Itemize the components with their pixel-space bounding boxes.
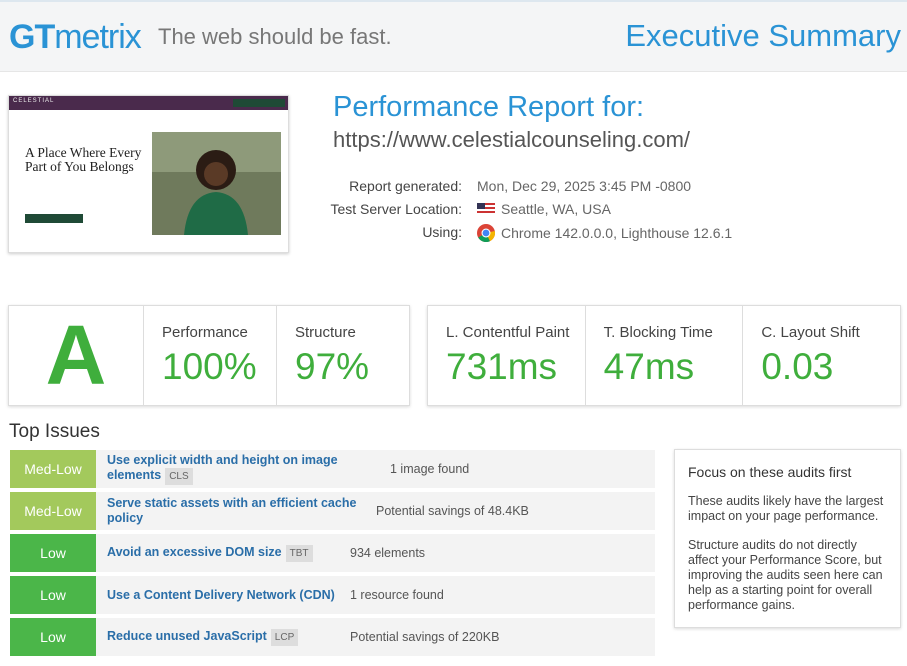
detail-value: Mon, Dec 29, 2025 3:45 PM -0800	[477, 178, 691, 194]
detail-text: Mon, Dec 29, 2025 3:45 PM -0800	[477, 178, 692, 194]
audit-tag: TBT	[285, 544, 313, 562]
metric-label: C. Layout Shift	[761, 324, 860, 341]
audit-link[interactable]: Serve static assets with an efficient ca…	[107, 496, 357, 525]
chrome-icon	[477, 224, 496, 243]
metric: T. Blocking Time 47ms	[584, 306, 743, 405]
score-box: A Performance 100% Structure 97%	[8, 305, 410, 406]
audit-link[interactable]: Use a Content Delivery Network (CDN)	[107, 587, 335, 602]
us-flag	[477, 203, 495, 215]
metric: Structure 97%	[276, 306, 409, 405]
metric: L. Contentful Paint 731ms	[428, 306, 585, 405]
metric-value: 0.03	[761, 346, 834, 387]
sidebar-paragraph: Structure audits do not directly affect …	[688, 538, 883, 612]
report-heading: Performance Report for:	[333, 91, 645, 123]
grade: A	[45, 308, 107, 402]
metric-value: 97%	[295, 346, 370, 387]
detail-label: Report generated:	[349, 178, 462, 194]
sidebar-title: Focus on these audits first	[688, 464, 852, 480]
metric-value: 100%	[162, 346, 257, 387]
detail-value: Chrome 142.0.0.0, Lighthouse 12.6.1	[477, 224, 733, 243]
sidebar-paragraph: These audits likely have the largest imp…	[688, 494, 884, 523]
detail-value: Seattle, WA, USA	[477, 201, 611, 217]
site-screenshot: CELESTIAL A Place Where Every Part of Yo…	[8, 95, 289, 253]
sidebar: Focus on these audits first These audits…	[674, 449, 901, 628]
audit-detail: 934 elements	[350, 546, 426, 560]
metric: C. Layout Shift 0.03	[742, 306, 900, 405]
thumb-brand: CELESTIAL	[13, 98, 55, 104]
issue-row: Low Use a Content Delivery Network (CDN) 1…	[10, 576, 655, 614]
logo-gt: GT	[9, 18, 55, 56]
issue-row: Med-Low Use explicit width and height on …	[10, 450, 655, 488]
audit: Avoid an excessive DOM size TBT	[107, 544, 337, 562]
audit-detail: Potential savings of 48.4KB	[376, 504, 529, 518]
audit: Serve static assets with an efficient ca…	[107, 496, 363, 526]
report-url: https://www.celestialcounseling.com/	[333, 127, 691, 152]
page-title: Executive Summary	[625, 18, 901, 53]
audit-detail: 1 image found	[390, 462, 470, 476]
thumb-nav	[9, 96, 288, 110]
tagline: The web should be fast.	[158, 24, 392, 49]
thumb-photo	[152, 132, 281, 235]
header: GTmetrix The web should be fast. Executi…	[0, 0, 907, 72]
audit: Use explicit width and height on image e…	[107, 453, 377, 485]
impact-badge: Low	[10, 576, 96, 614]
detail-label: Using:	[422, 224, 462, 240]
web-vitals: L. Contentful Paint 731ms T. Blocking Time…	[427, 305, 901, 406]
audit: Reduce unused JavaScript LCP	[107, 628, 337, 646]
metric: Performance 100%	[144, 306, 276, 405]
metric-value: 731ms	[446, 346, 558, 387]
thumb-button	[233, 99, 285, 107]
audit-tag: LCP	[270, 628, 299, 646]
issues-title: Top Issues	[9, 421, 100, 442]
metric-label: Performance	[162, 324, 248, 341]
audit-link[interactable]: Reduce unused JavaScript	[107, 628, 267, 643]
audit-detail: 1 resource found	[350, 588, 444, 602]
audit-link[interactable]: Avoid an excessive DOM size	[107, 544, 282, 559]
audit-tag: CLS	[165, 468, 193, 485]
thumb-cta	[25, 214, 83, 223]
issue-row: Med-Low Serve static assets with an effic…	[10, 492, 655, 530]
scores: Performance 100% Structure 97%	[143, 306, 409, 405]
issue-row: Low Avoid an excessive DOM size TBT 934 ele…	[10, 534, 655, 572]
audit-link[interactable]: Use explicit width and height on image e…	[107, 453, 338, 482]
metric-label: L. Contentful Paint	[446, 324, 570, 341]
metric-value: 47ms	[603, 346, 695, 387]
impact-badge: Med-Low	[10, 450, 96, 488]
metric-label: Structure	[295, 324, 356, 341]
detail-text: Seattle, WA, USA	[501, 201, 611, 217]
audit-detail: Potential savings of 220KB	[350, 630, 500, 644]
impact-badge: Low	[10, 618, 96, 656]
issue-row: Low Reduce unused JavaScript LCP Potential …	[10, 618, 655, 656]
detail-text: Chrome 142.0.0.0, Lighthouse 12.6.1	[501, 225, 733, 241]
sidebar-text: These audits likely have the largest imp…	[688, 494, 887, 613]
impact-badge: Low	[10, 534, 96, 572]
logo: GTmetrix	[9, 18, 142, 57]
logo-metrix: metrix	[54, 18, 142, 56]
audit: Use a Content Delivery Network (CDN)	[107, 588, 337, 603]
metric-label: T. Blocking Time	[603, 324, 713, 341]
detail-label: Test Server Location:	[330, 201, 462, 217]
thumb-headline: A Place Where Every Part of You Belongs	[25, 145, 142, 174]
impact-badge: Med-Low	[10, 492, 96, 530]
